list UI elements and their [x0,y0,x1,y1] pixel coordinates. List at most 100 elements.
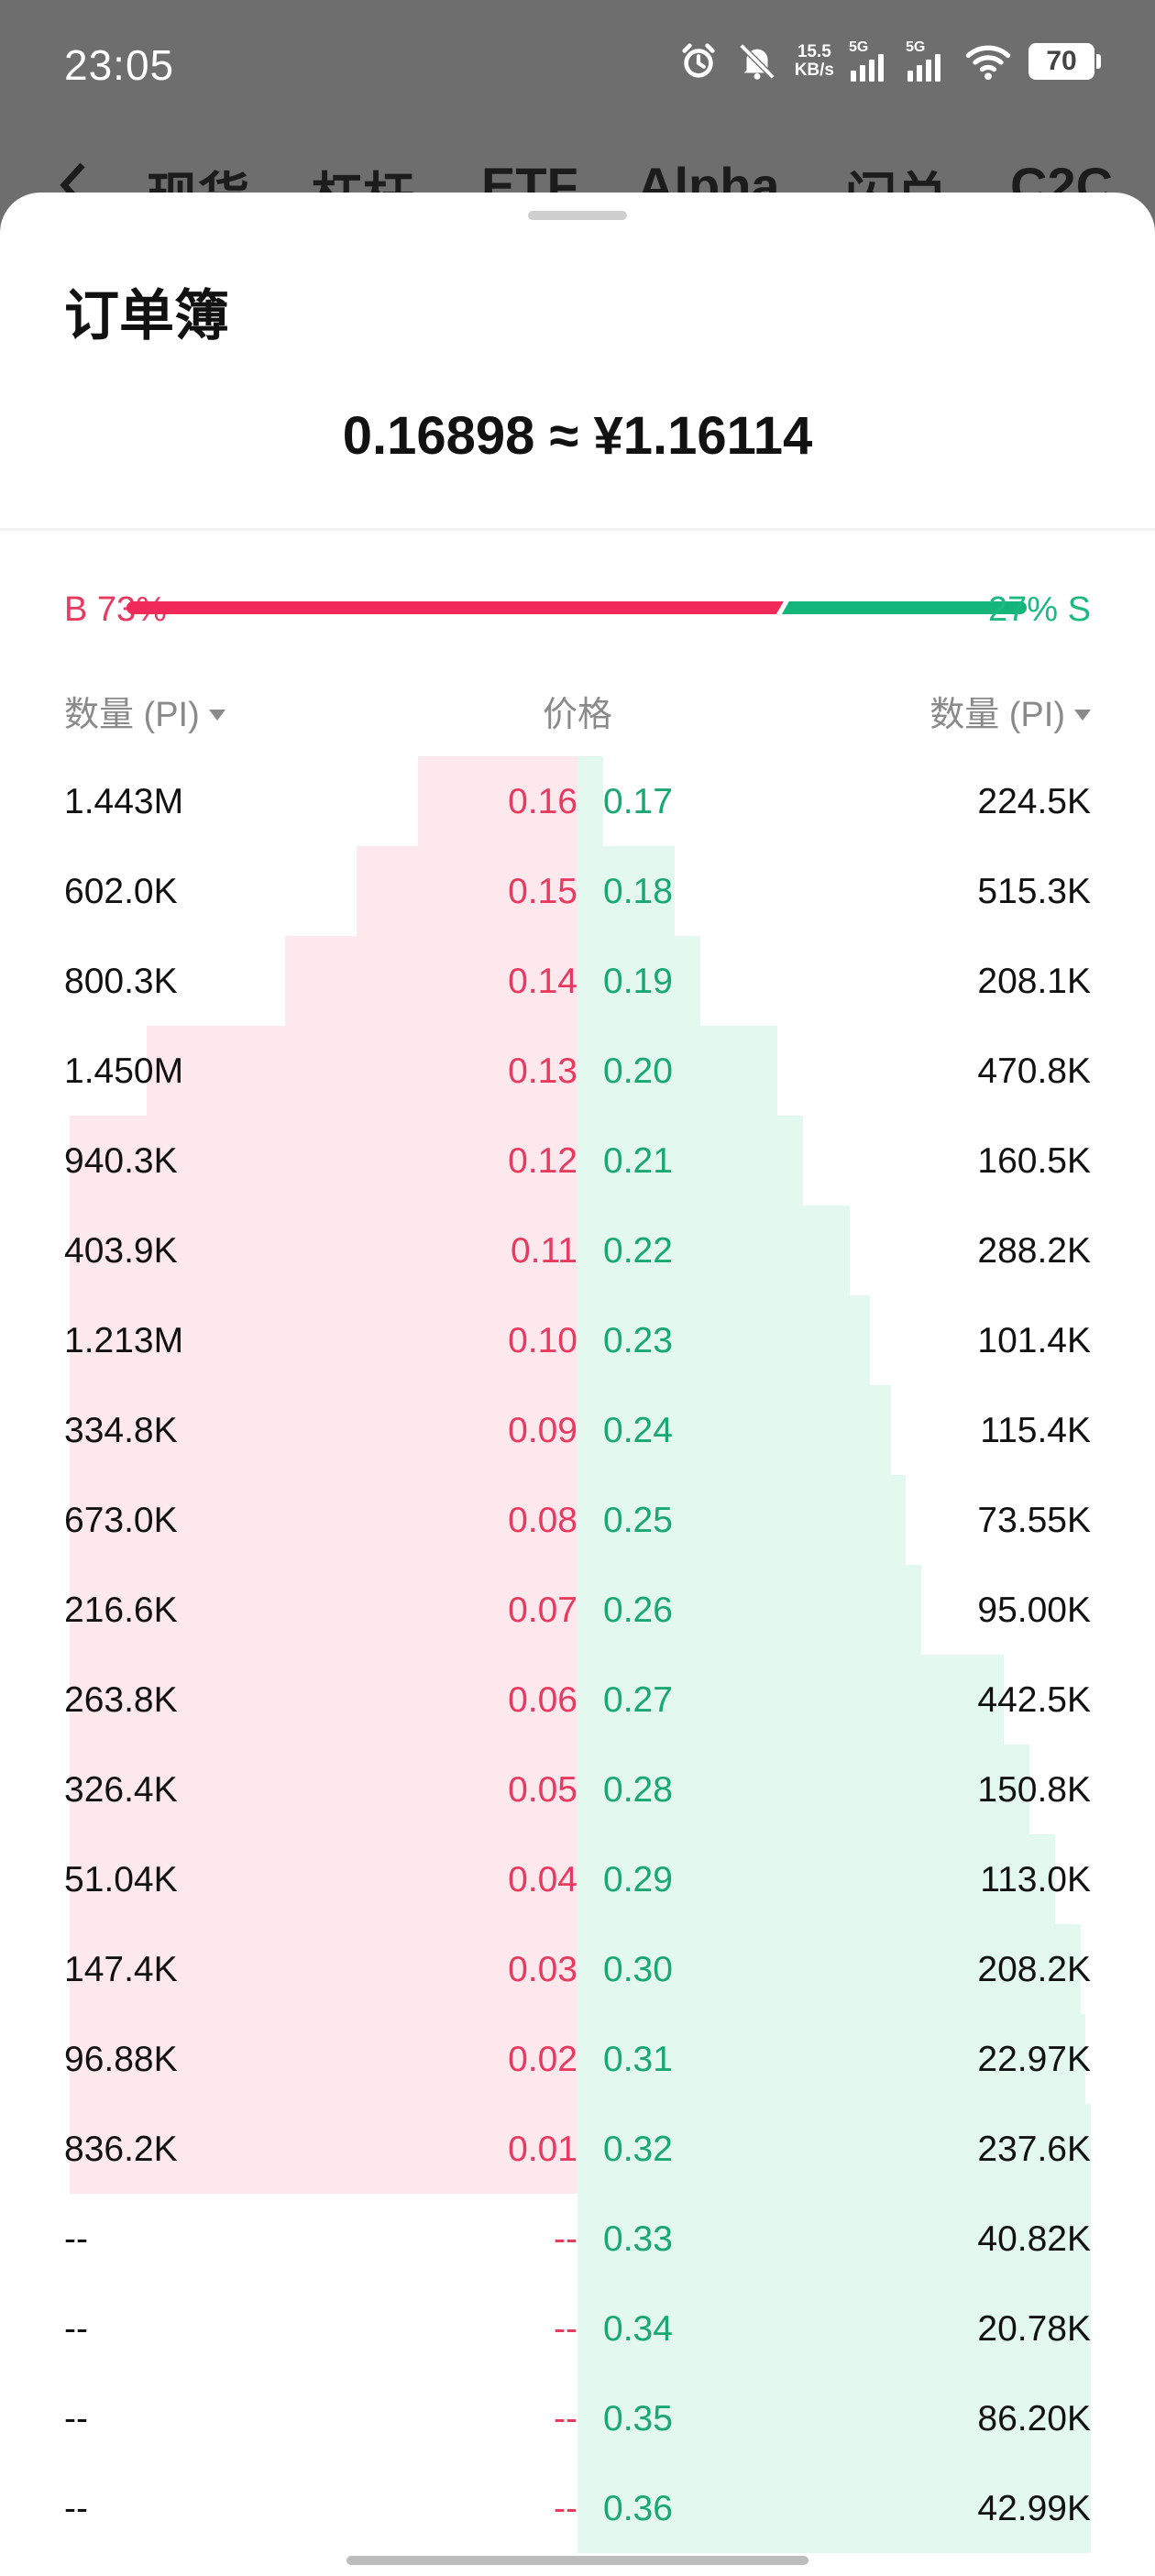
bid-qty-cell: 1.450M [64,1051,184,1091]
status-time: 23:05 [64,41,175,89]
ask-qty-cell: 208.2K [977,1950,1091,1989]
ask-price-cell: 0.20 [603,1051,673,1091]
bid-price-cell: 0.16 [508,782,578,821]
ask-qty-cell: 150.8K [977,1770,1091,1810]
order-book-row[interactable]: 836.2K 0.01 0.32 237.6K [0,2104,1155,2194]
ratio-bar [126,601,1027,614]
bid-qty-cell: 836.2K [64,2130,178,2169]
bid-qty-header[interactable]: 数量 (PI) [64,686,226,736]
ask-qty-cell: 115.4K [980,1411,1091,1450]
bid-depth-block [70,1385,578,1475]
bid-price-cell: -- [554,2309,578,2349]
bid-qty-cell: 1.213M [64,1321,184,1360]
ask-qty-cell: 22.97K [977,2040,1091,2079]
order-book-row[interactable]: 602.0K 0.15 0.18 515.3K [0,846,1155,936]
order-book-row[interactable]: -- -- 0.34 20.78K [0,2284,1155,2373]
ask-depth-block [578,846,675,936]
order-book-row[interactable]: 334.8K 0.09 0.24 115.4K [0,1385,1155,1475]
ask-qty-cell: 113.0K [980,1860,1091,1899]
bid-price-cell: 0.09 [508,1411,578,1450]
speed-unit: KB/s [794,61,834,80]
bid-price-cell: 0.14 [508,962,578,1001]
sheet-title: 订单簿 [64,285,229,347]
ask-qty-cell: 515.3K [977,872,1091,911]
ask-depth-block [578,2194,1091,2284]
order-book-row[interactable]: 673.0K 0.08 0.25 73.55K [0,1475,1155,1565]
ask-qty-cell: 470.8K [977,1051,1091,1091]
sell-ratio-label: 27% S [988,590,1091,629]
order-book-row[interactable]: 403.9K 0.11 0.22 288.2K [0,1205,1155,1295]
order-book-row[interactable]: -- -- 0.35 86.20K [0,2373,1155,2463]
bid-qty-cell: -- [64,2219,88,2259]
bid-price-cell: 0.13 [508,1051,578,1091]
ask-depth-block [578,2014,1085,2104]
order-book-row[interactable]: -- -- 0.36 42.99K [0,2463,1155,2553]
bid-depth-block [70,1475,578,1565]
order-book-sheet: 订单簿 0.16898 ≈ ¥1.16114 B 73% 27% S 数量 (P… [0,193,1155,2576]
order-book-row[interactable]: 147.4K 0.03 0.30 208.2K [0,1924,1155,2014]
ask-depth-block [578,1026,777,1116]
order-book-row[interactable]: 216.6K 0.07 0.26 95.00K [0,1565,1155,1655]
signal-5g-label: 5G [906,39,926,55]
order-book-row[interactable]: 940.3K 0.12 0.21 160.5K [0,1116,1155,1205]
order-book-row[interactable]: 96.88K 0.02 0.31 22.97K [0,2014,1155,2104]
ask-depth-block [578,2284,1091,2373]
ask-price-cell: 0.18 [603,872,673,911]
ask-depth-block [578,1116,803,1205]
order-book-row[interactable]: 263.8K 0.06 0.27 442.5K [0,1655,1155,1745]
bid-depth-block [70,1834,578,1924]
speed-value: 15.5 [797,42,831,61]
order-book-row[interactable]: 326.4K 0.05 0.28 150.8K [0,1745,1155,1834]
ask-qty-header[interactable]: 数量 (PI) [930,686,1091,736]
order-book-row[interactable]: 1.450M 0.13 0.20 470.8K [0,1026,1155,1116]
ask-price-cell: 0.25 [603,1501,673,1540]
ask-depth-block [578,2373,1091,2463]
ask-qty-cell: 224.5K [977,782,1091,821]
ask-qty-cell: 86.20K [977,2399,1091,2438]
ask-qty-cell: 20.78K [977,2309,1091,2349]
bid-price-cell: 0.02 [508,2040,578,2079]
bid-price-cell: 0.15 [508,872,578,911]
ask-price-cell: 0.36 [603,2489,673,2528]
bid-qty-cell: -- [64,2399,88,2438]
bid-depth-block [70,1745,578,1834]
ask-depth-block [578,1655,1004,1745]
ask-depth-block [578,1834,1055,1924]
ask-depth-block [578,2463,1091,2553]
signal-icon: 5G [849,39,891,82]
home-indicator[interactable] [346,2556,808,2565]
ask-qty-cell: 288.2K [977,1231,1091,1271]
bid-price-cell: 0.11 [510,1231,578,1271]
ask-depth-block [578,1385,891,1475]
order-book-row[interactable]: 1.443M 0.16 0.17 224.5K [0,756,1155,846]
bid-price-cell: -- [554,2219,578,2259]
bid-price-cell: -- [554,2489,578,2528]
bid-qty-cell: 940.3K [64,1141,178,1181]
order-book-row[interactable]: 800.3K 0.14 0.19 208.1K [0,936,1155,1026]
bid-qty-cell: 1.443M [64,782,184,821]
order-book-row[interactable]: 1.213M 0.10 0.23 101.4K [0,1295,1155,1385]
ask-depth-block [578,1924,1081,2014]
ask-price-cell: 0.23 [603,1321,673,1360]
bid-price-cell: -- [554,2399,578,2438]
bid-price-cell: 0.12 [508,1141,578,1181]
ask-depth-block [578,756,603,846]
bid-depth-block [70,1655,578,1745]
ask-depth-block [578,1205,850,1295]
order-book-row[interactable]: -- -- 0.33 40.82K [0,2194,1155,2284]
ask-price-cell: 0.28 [603,1770,673,1810]
bid-price-cell: 0.10 [508,1321,578,1360]
bid-qty-cell: 403.9K [64,1231,178,1271]
order-book-row[interactable]: 51.04K 0.04 0.29 113.0K [0,1834,1155,1924]
ask-qty-cell: 160.5K [977,1141,1091,1181]
buy-sell-ratio: B 73% 27% S [64,587,1091,633]
ask-price-cell: 0.33 [603,2219,673,2259]
sheet-drag-handle[interactable] [528,211,627,220]
network-speed: 15.5 KB/s [795,43,834,80]
ask-price-cell: 0.31 [603,2040,673,2079]
bid-price-cell: 0.07 [508,1591,578,1630]
bid-qty-cell: 673.0K [64,1501,178,1540]
bid-qty-cell: 263.8K [64,1680,178,1720]
order-book-table: 1.443M 0.16 0.17 224.5K 602.0K 0.15 0.18 515.3K… [0,756,1155,2576]
bid-qty-cell: -- [64,2489,88,2528]
